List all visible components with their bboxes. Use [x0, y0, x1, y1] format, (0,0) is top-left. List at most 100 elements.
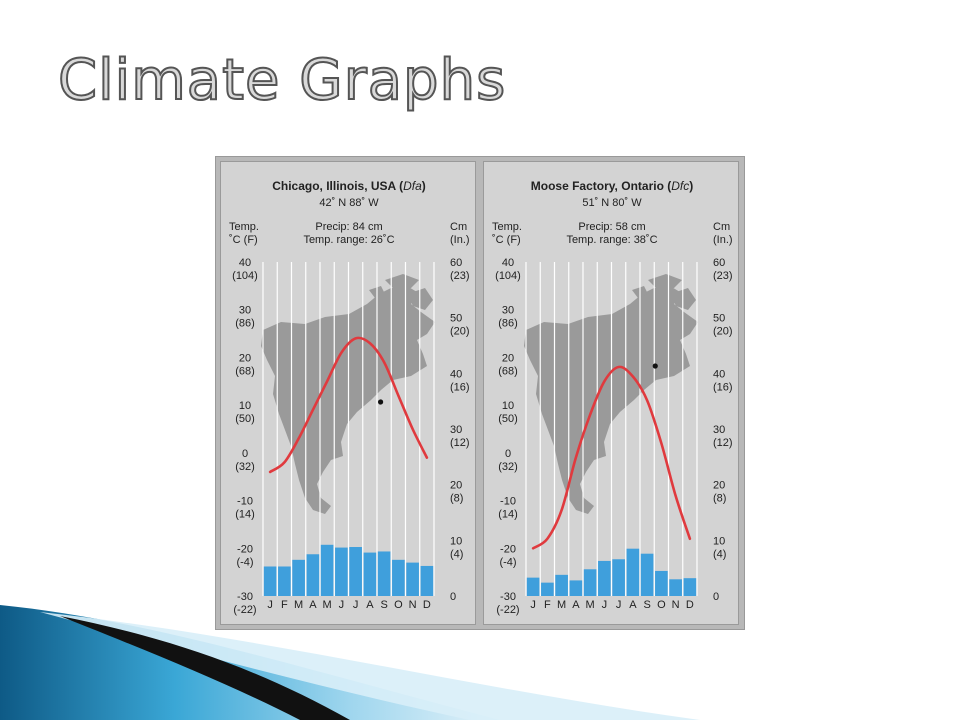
precip-tick-cm: 60 — [713, 257, 725, 269]
left-axis-title-line1: Temp. — [229, 221, 259, 233]
precip-tick-in: (23) — [713, 270, 733, 282]
precip-tick-in: (12) — [713, 437, 733, 449]
climate-code: Dfc — [671, 179, 689, 193]
precip-bar-a-7 — [626, 548, 640, 596]
precip-tick-in: (23) — [450, 270, 470, 282]
month-label-6: J — [353, 599, 359, 611]
temp-tick-f: (104) — [232, 270, 258, 282]
precip-bar-j-5 — [335, 547, 348, 596]
climate-code: Dfa — [403, 179, 422, 193]
month-label-2: M — [557, 599, 566, 611]
temp-tick-f: (14) — [235, 509, 255, 521]
black-swoosh — [60, 616, 350, 720]
right-axis-title-line1: Cm — [713, 221, 730, 233]
temp-tick-f: (86) — [498, 318, 518, 330]
month-label-0: J — [530, 599, 536, 611]
month-label-11: D — [423, 599, 431, 611]
month-label-5: J — [339, 599, 345, 611]
precip-bar-d-11 — [683, 578, 697, 596]
precip-bar-o-9 — [392, 559, 405, 596]
precip-tick-cm: 20 — [450, 480, 462, 492]
temp-tick-c: -20 — [500, 543, 516, 555]
temp-tick-f: (-22) — [496, 604, 519, 616]
climate-chart-chicago: Chicago, Illinois, USA (Dfa) 42˚ N 88˚ W P… — [229, 179, 470, 616]
arctic-islands-map — [369, 274, 419, 298]
precip-summary: Precip: 84 cm — [315, 221, 382, 233]
month-label-8: S — [380, 599, 387, 611]
precip-tick-cm: 30 — [713, 424, 725, 436]
temp-tick-c: -10 — [237, 496, 253, 508]
precip-tick-cm: 30 — [450, 424, 462, 436]
month-label-1: F — [544, 599, 551, 611]
month-label-10: N — [409, 599, 417, 611]
precip-bar-d-11 — [420, 565, 434, 596]
precip-summary: Precip: 58 cm — [578, 221, 645, 233]
month-label-3: A — [309, 599, 317, 611]
precip-bar-j-0 — [263, 566, 277, 596]
precip-bar-a-3 — [306, 554, 320, 596]
precip-tick-cm: 60 — [450, 257, 462, 269]
temp-tick-f: (104) — [495, 270, 521, 282]
temp-tick-f: (68) — [498, 365, 518, 377]
temp-tick-c: -30 — [237, 591, 253, 603]
precip-tick-cm: 40 — [713, 368, 725, 380]
precip-tick-cm: 50 — [450, 313, 462, 325]
temp-tick-f: (-22) — [233, 604, 256, 616]
month-label-4: M — [586, 599, 595, 611]
month-label-9: O — [657, 599, 666, 611]
precip-tick-in: (8) — [713, 493, 726, 505]
temp-tick-f: (86) — [235, 318, 255, 330]
temp-tick-f: (32) — [235, 461, 255, 473]
temp-tick-c: 20 — [502, 352, 514, 364]
month-label-11: D — [686, 599, 694, 611]
chart-title-place: Moose Factory, Ontario ( — [531, 179, 671, 193]
chart-panel-moose-factory: Moose Factory, Ontario (Dfc) 51˚ N 80˚ W P… — [483, 161, 739, 625]
month-label-3: A — [572, 599, 580, 611]
precip-bar-m-2 — [555, 574, 568, 596]
precip-bar-j-0 — [526, 577, 540, 596]
temp-tick-f: (-4) — [499, 556, 516, 568]
month-label-10: N — [672, 599, 680, 611]
light-swoosh — [40, 612, 700, 720]
precip-tick-cm: 40 — [450, 368, 462, 380]
left-axis-title-line2: ˚C (F) — [492, 234, 521, 246]
temp-tick-f: (50) — [498, 413, 518, 425]
temp-tick-c: -30 — [500, 591, 516, 603]
chart-title-place: Chicago, Illinois, USA ( — [272, 179, 403, 193]
right-axis-title-line1: Cm — [450, 221, 467, 233]
precip-tick-in: (20) — [713, 326, 733, 338]
location-marker — [377, 399, 384, 405]
month-label-7: A — [366, 599, 374, 611]
month-label-8: S — [643, 599, 650, 611]
temp-tick-c: 30 — [502, 305, 514, 317]
precip-bar-f-1 — [278, 566, 291, 596]
temp-tick-c: 40 — [502, 257, 514, 269]
slide-title: Climate Graphs — [57, 47, 507, 114]
temp-tick-c: 20 — [239, 352, 251, 364]
precip-tick-in: (4) — [713, 548, 726, 560]
temp-range-summary: Temp. range: 38˚C — [566, 234, 657, 246]
right-axis-title-line2: (In.) — [713, 234, 733, 246]
coordinates: 42˚ N 88˚ W — [319, 197, 379, 209]
precip-bar-n-10 — [669, 579, 682, 596]
precip-tick-in: (16) — [450, 381, 470, 393]
chart-title: Chicago, Illinois, USA (Dfa) — [272, 179, 426, 193]
precip-bar-m-4 — [583, 569, 597, 596]
temp-tick-c: 10 — [239, 400, 251, 412]
temp-range-summary: Temp. range: 26˚C — [303, 234, 394, 246]
month-label-2: M — [294, 599, 303, 611]
month-label-4: M — [323, 599, 332, 611]
temp-tick-f: (68) — [235, 365, 255, 377]
chart-title-close: ) — [689, 179, 693, 193]
precip-bar-m-4 — [320, 544, 334, 596]
precip-tick-cm: 0 — [450, 591, 456, 603]
precip-bar-f-1 — [541, 582, 554, 596]
temp-tick-c: -20 — [237, 543, 253, 555]
precip-tick-in: (20) — [450, 326, 470, 338]
precip-bar-o-9 — [655, 570, 668, 596]
precip-tick-cm: 10 — [713, 535, 725, 547]
month-label-9: O — [394, 599, 403, 611]
month-label-0: J — [267, 599, 273, 611]
arctic-islands-map — [632, 274, 682, 298]
month-label-1: F — [281, 599, 288, 611]
